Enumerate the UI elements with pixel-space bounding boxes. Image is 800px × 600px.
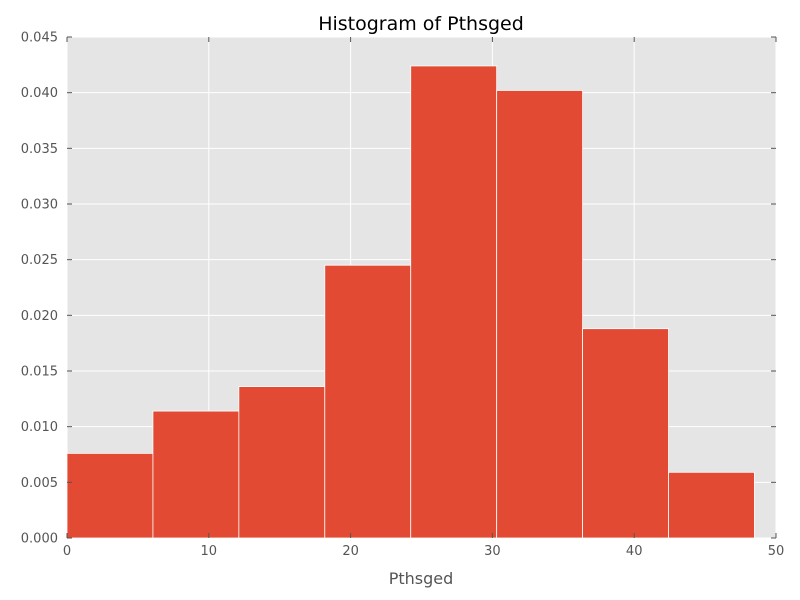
x-tick-label: 10: [201, 544, 218, 559]
y-tick-label: 0.030: [21, 198, 58, 213]
x-tick-label: 30: [484, 544, 501, 559]
y-tick-label: 0.015: [21, 365, 58, 380]
histogram-bar: [324, 264, 412, 539]
histogram-bar: [66, 452, 154, 539]
y-tick-label: 0.000: [21, 532, 58, 547]
histogram-bar: [582, 328, 669, 539]
histogram-bar: [496, 90, 583, 539]
x-tick-label: 50: [768, 544, 785, 559]
y-tick-label: 0.040: [21, 86, 58, 101]
chart-title: Histogram of Pthsged: [318, 13, 524, 35]
axis-ticks: 0 10 20 30 40 50 0.000 0.005 0.010 0.015 0.020 0.02…: [21, 31, 784, 560]
x-tick-label: 40: [626, 544, 643, 559]
histogram-bar: [668, 471, 755, 539]
y-tick-label: 0.020: [21, 309, 58, 324]
x-axis-label: Pthsged: [389, 569, 454, 588]
histogram-bars: [66, 65, 755, 539]
x-tick-label: 20: [342, 544, 359, 559]
y-tick-label: 0.005: [21, 476, 58, 491]
histogram-bar: [152, 410, 240, 539]
y-tick-label: 0.035: [21, 142, 58, 157]
x-tick-label: 0: [63, 544, 71, 559]
histogram-bar: [410, 65, 498, 539]
histogram-bar: [238, 386, 326, 539]
y-tick-label: 0.010: [21, 420, 58, 435]
y-tick-label: 0.025: [21, 253, 58, 268]
y-tick-label: 0.045: [21, 31, 58, 46]
